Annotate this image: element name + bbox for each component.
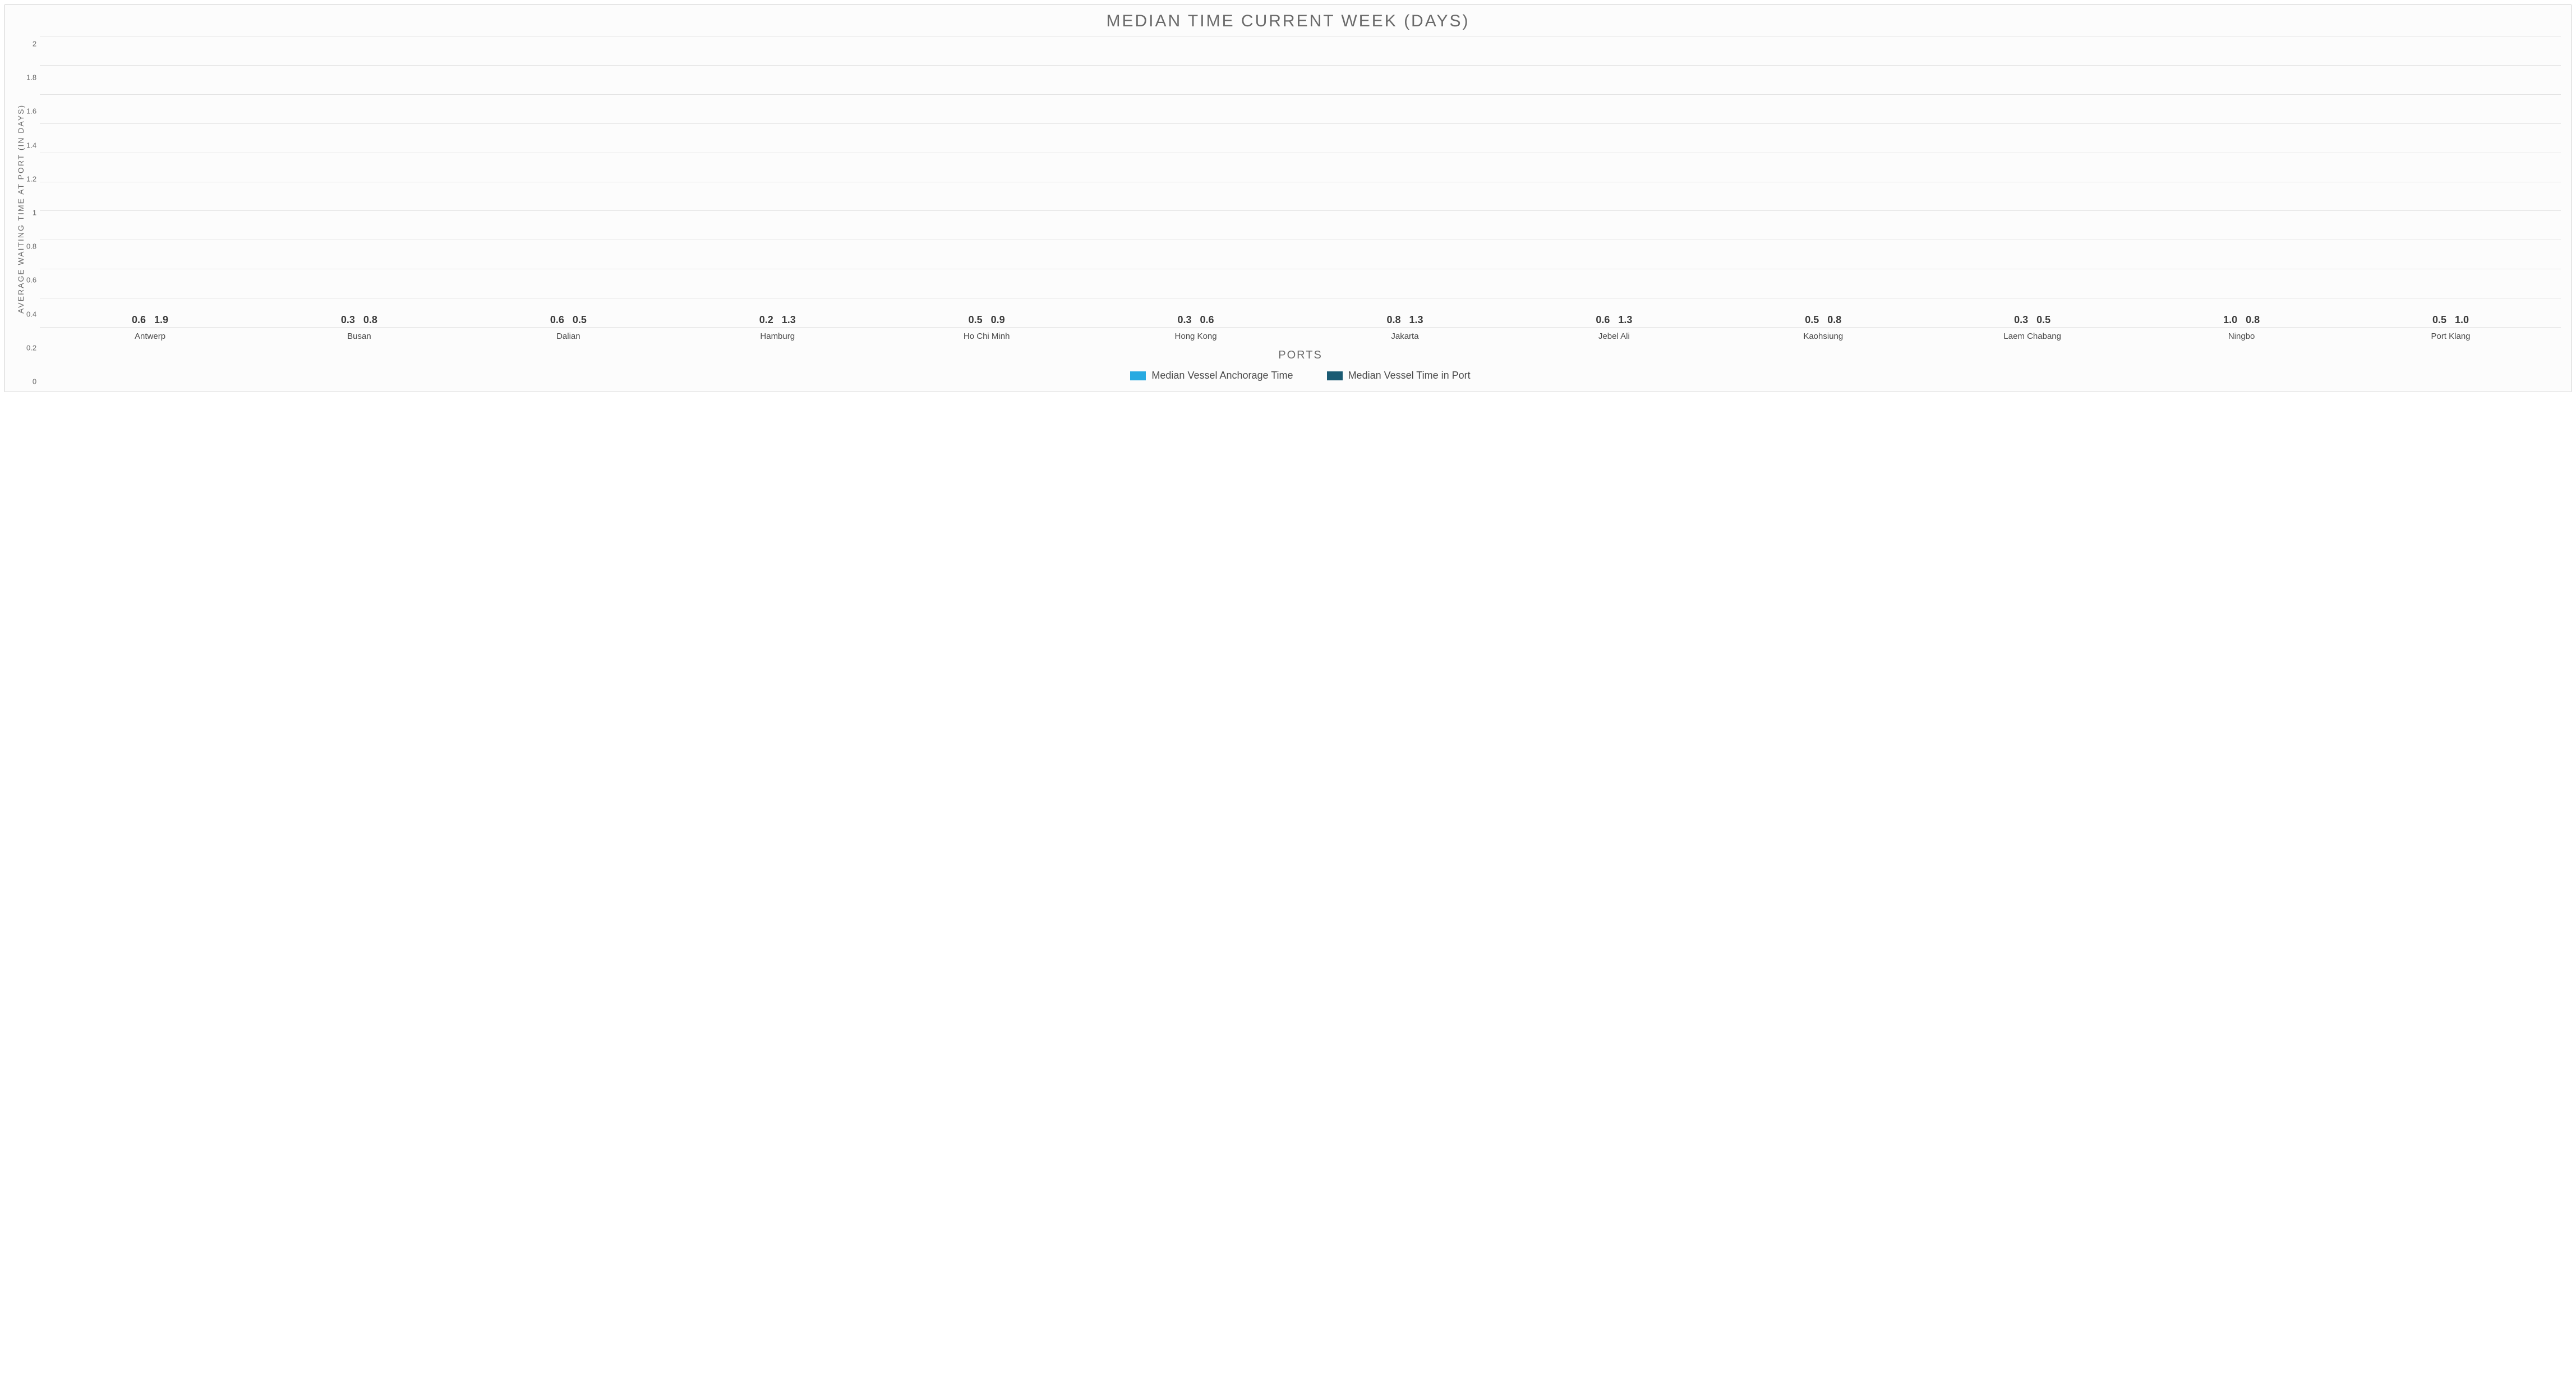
- legend-swatch: [1130, 371, 1146, 380]
- bar-value-label: 0.5: [1805, 314, 1819, 326]
- bar-value-label: 0.5: [2036, 314, 2050, 326]
- legend: Median Vessel Anchorage Time Median Vesse…: [40, 370, 2561, 381]
- y-tick-label: 1.4: [26, 141, 36, 149]
- chart-title: MEDIAN TIME CURRENT WEEK (DAYS): [15, 12, 2561, 31]
- bar-value-label: 0.3: [341, 314, 355, 326]
- bar-value-label: 0.6: [132, 314, 146, 326]
- y-tick-label: 1: [33, 209, 36, 216]
- bar-value-label: 1.3: [1409, 314, 1423, 326]
- x-tick-label: Busan: [255, 332, 464, 341]
- bar-value-label: 0.8: [1827, 314, 1841, 326]
- bar-value-label: 0.8: [2246, 314, 2260, 326]
- bar-value-label: 0.8: [1386, 314, 1400, 326]
- chart-body: AVERAGE WAITING TIME AT PORT (IN DAYS) 2…: [15, 36, 2561, 381]
- bar-value-label: 0.5: [573, 314, 587, 326]
- y-tick-label: 1.6: [26, 108, 36, 115]
- plot-area: 0.6 1.9 0.3 0.8 0.6 0.5 0.2 1.3 0.5 0.9 0.3 0.6 0.8 1…: [40, 36, 2561, 328]
- x-tick-label: Laem Chabang: [1928, 332, 2137, 341]
- plot-wrap: 0.6 1.9 0.3 0.8 0.6 0.5 0.2 1.3 0.5 0.9 0.3 0.6 0.8 1…: [40, 36, 2561, 381]
- x-tick-label: Ningbo: [2137, 332, 2346, 341]
- bar-value-label: 0.8: [363, 314, 377, 326]
- y-axis-label: AVERAGE WAITING TIME AT PORT (IN DAYS): [15, 36, 26, 381]
- bar-groups: 0.6 1.9 0.3 0.8 0.6 0.5 0.2 1.3 0.5 0.9 0.3 0.6 0.8 1…: [40, 36, 2561, 328]
- gridline: [40, 65, 2561, 66]
- gridline: [40, 123, 2561, 124]
- x-tick-label: Dalian: [464, 332, 673, 341]
- bar-value-label: 1.3: [782, 314, 796, 326]
- x-tick-label: Jebel Ali: [1509, 332, 1718, 341]
- bar-value-label: 1.0: [2223, 314, 2237, 326]
- bar-value-label: 1.9: [154, 314, 168, 326]
- bar-value-label: 0.9: [991, 314, 1005, 326]
- legend-swatch: [1327, 371, 1343, 380]
- y-axis-ticks: 21.81.61.41.210.80.60.40.20: [26, 36, 40, 381]
- y-tick-label: 0.6: [26, 277, 36, 284]
- bar-value-label: 1.3: [1618, 314, 1632, 326]
- y-tick-label: 0: [33, 378, 36, 385]
- x-axis-label: PORTS: [40, 349, 2561, 362]
- x-tick-label: Kaohsiung: [1718, 332, 1928, 341]
- bar-value-label: 0.2: [759, 314, 773, 326]
- bar-value-label: 0.3: [2014, 314, 2028, 326]
- x-axis-ticks: AntwerpBusanDalianHamburgHo Chi MinhHong…: [40, 328, 2561, 341]
- bar-value-label: 0.6: [1596, 314, 1610, 326]
- x-tick-label: Hong Kong: [1091, 332, 1301, 341]
- bar-value-label: 0.5: [969, 314, 983, 326]
- bar-value-label: 0.3: [1178, 314, 1192, 326]
- gridline: [40, 94, 2561, 95]
- y-tick-label: 0.2: [26, 344, 36, 351]
- bar-value-label: 0.5: [2432, 314, 2446, 326]
- legend-item: Median Vessel Time in Port: [1327, 370, 1471, 381]
- x-tick-label: Hamburg: [673, 332, 882, 341]
- bar-value-label: 1.0: [2455, 314, 2469, 326]
- bar-value-label: 0.6: [1200, 314, 1214, 326]
- x-tick-label: Ho Chi Minh: [882, 332, 1091, 341]
- y-tick-label: 0.4: [26, 310, 36, 318]
- x-tick-label: Jakarta: [1301, 332, 1510, 341]
- gridline: [40, 210, 2561, 211]
- legend-label: Median Vessel Time in Port: [1348, 370, 1471, 381]
- y-tick-label: 2: [33, 40, 36, 48]
- legend-label: Median Vessel Anchorage Time: [1151, 370, 1293, 381]
- y-tick-label: 1.8: [26, 74, 36, 81]
- y-tick-label: 1.2: [26, 175, 36, 182]
- chart-container: MEDIAN TIME CURRENT WEEK (DAYS) AVERAGE …: [4, 4, 2572, 392]
- x-tick-label: Port Klang: [2346, 332, 2555, 341]
- bar-value-label: 0.6: [550, 314, 564, 326]
- x-tick-label: Antwerp: [45, 332, 255, 341]
- y-tick-label: 0.8: [26, 243, 36, 250]
- legend-item: Median Vessel Anchorage Time: [1130, 370, 1293, 381]
